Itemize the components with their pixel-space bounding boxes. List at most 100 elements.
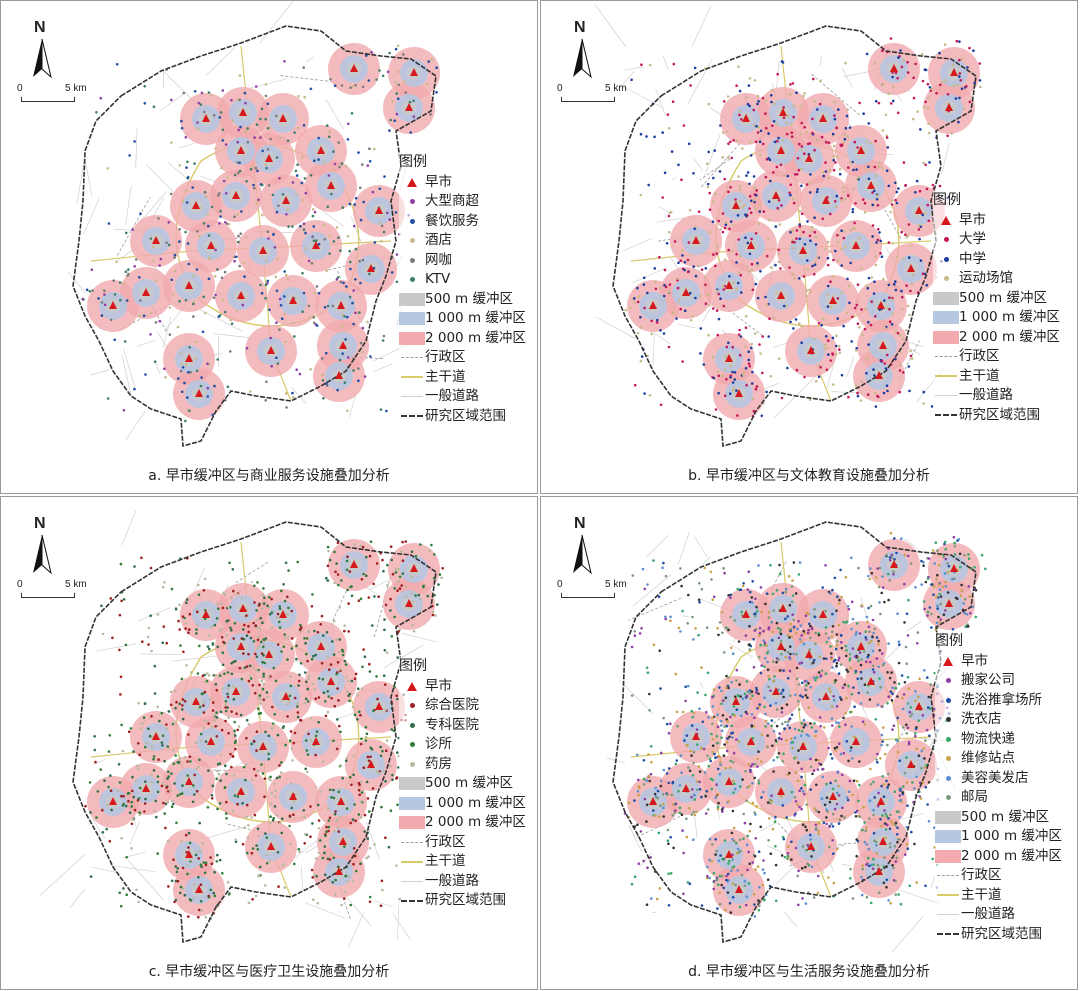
- facility-point: [136, 764, 139, 768]
- facility-point: [141, 722, 144, 725]
- facility-point: [206, 645, 210, 648]
- facility-point: [184, 363, 188, 366]
- facility-point: [212, 296, 216, 300]
- facility-point: [694, 627, 697, 630]
- facility-point: [354, 278, 357, 281]
- facility-point: [349, 821, 353, 825]
- legend-item: 药房: [399, 755, 526, 775]
- facility-point: [722, 288, 725, 291]
- facility-point: [861, 720, 865, 723]
- facility-point: [867, 653, 870, 657]
- facility-point: [827, 353, 830, 356]
- facility-point: [312, 316, 316, 319]
- facility-point: [801, 845, 805, 848]
- facility-point: [959, 565, 962, 569]
- facility-point: [358, 311, 361, 314]
- facility-point: [341, 650, 345, 653]
- facility-point: [261, 687, 265, 691]
- facility-point: [781, 835, 785, 839]
- morning-market-marker: [265, 650, 273, 658]
- facility-point: [777, 357, 781, 361]
- facility-point: [797, 708, 801, 711]
- facility-point: [692, 265, 695, 268]
- facility-point: [927, 96, 930, 100]
- morning-market-marker: [682, 784, 690, 792]
- facility-point: [304, 641, 307, 645]
- facility-point: [195, 789, 199, 793]
- facility-point: [752, 108, 756, 112]
- facility-point: [333, 704, 337, 708]
- facility-point: [896, 111, 900, 115]
- facility-point: [847, 759, 850, 763]
- facility-point: [186, 760, 189, 763]
- facility-point: [749, 644, 753, 648]
- facility-point: [215, 688, 219, 692]
- legend-label: 主干道: [425, 853, 466, 869]
- facility-point: [339, 764, 343, 767]
- facility-point: [727, 800, 730, 803]
- facility-point: [732, 839, 736, 843]
- facility-point: [196, 121, 199, 124]
- facility-point: [776, 72, 779, 76]
- facility-point: [877, 165, 881, 169]
- facility-point: [230, 662, 233, 665]
- facility-point: [118, 613, 122, 617]
- facility-point: [107, 750, 111, 753]
- facility-point: [763, 641, 767, 645]
- facility-point: [264, 163, 268, 166]
- facility-point: [737, 175, 740, 178]
- facility-point: [253, 813, 257, 817]
- general-road: [139, 191, 167, 223]
- facility-point: [876, 752, 879, 756]
- facility-point: [280, 317, 284, 321]
- legend-item: 中学: [933, 250, 1060, 270]
- facility-point: [924, 884, 927, 888]
- facility-point: [334, 810, 337, 813]
- facility-point: [679, 307, 682, 311]
- facility-point: [255, 201, 258, 204]
- morning-market-marker: [857, 146, 865, 154]
- facility-point: [878, 231, 881, 234]
- facility-point: [264, 399, 268, 402]
- facility-point: [723, 571, 726, 575]
- facility-point: [344, 874, 348, 878]
- facility-point: [785, 304, 788, 308]
- facility-point: [185, 850, 188, 854]
- morning-market-marker: [777, 787, 785, 795]
- facility-point: [826, 284, 830, 288]
- facility-point: [178, 228, 181, 231]
- facility-point: [631, 574, 635, 577]
- facility-point: [712, 688, 716, 691]
- facility-point: [805, 828, 808, 832]
- facility-point: [789, 652, 792, 656]
- facility-point: [842, 140, 846, 144]
- facility-point: [814, 823, 818, 827]
- facility-point: [213, 894, 217, 898]
- facility-point: [184, 299, 188, 302]
- facility-point: [197, 915, 200, 919]
- panel-a: N 0 5 km 图例 早市 大型商超 餐饮服务 酒店 网咖 KTV 500 m 缓冲区 1…: [0, 0, 538, 494]
- facility-point: [914, 62, 917, 66]
- facility-point: [693, 798, 696, 801]
- facility-point: [160, 741, 164, 744]
- facility-point: [679, 630, 682, 633]
- facility-point: [203, 690, 207, 694]
- facility-point: [784, 587, 788, 591]
- facility-point: [879, 817, 882, 821]
- facility-point: [844, 654, 848, 658]
- facility-point: [856, 394, 860, 398]
- facility-point: [700, 904, 704, 907]
- facility-point: [179, 369, 183, 373]
- facility-point: [179, 885, 183, 889]
- facility-point: [724, 223, 728, 227]
- facility-point: [770, 719, 774, 722]
- facility-point: [758, 634, 761, 637]
- facility-point: [841, 686, 845, 689]
- facility-point: [311, 214, 315, 218]
- facility-point: [835, 609, 838, 613]
- facility-point: [809, 686, 812, 689]
- facility-point: [726, 684, 730, 688]
- facility-point: [337, 650, 341, 654]
- facility-point: [371, 787, 375, 790]
- facility-point: [801, 681, 804, 685]
